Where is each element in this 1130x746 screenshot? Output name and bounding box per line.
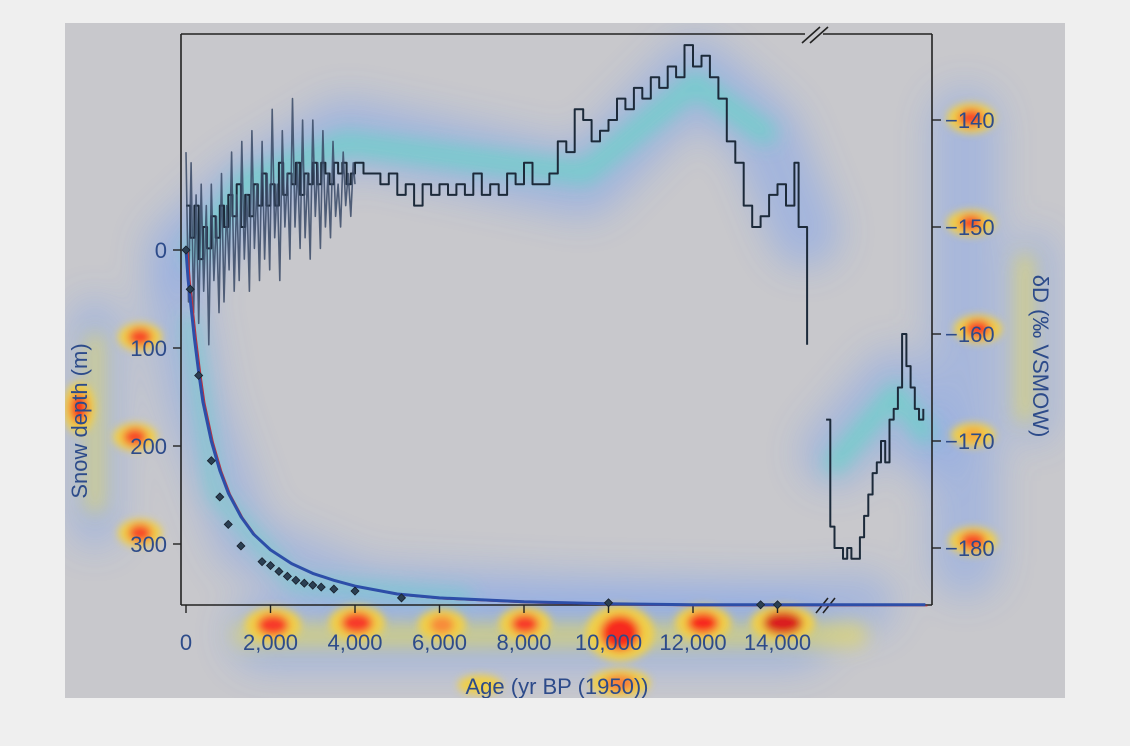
x-tick-label: 14,000 (744, 630, 811, 655)
x-tick-label: 2,000 (243, 630, 298, 655)
x-tick-label: 4,000 (327, 630, 382, 655)
axes-frame (180, 26, 933, 614)
x-axis-title: Age (yr BP (1950)) (465, 674, 648, 698)
depth-marker (316, 582, 326, 592)
left-tick-label: 300 (130, 532, 167, 557)
tick-labels: 0 2,000 4,000 6,000 8,000 10,000 12,000 14,000 0… (130, 108, 994, 655)
x-tick-label: 12,000 (659, 630, 726, 655)
depth-marker (215, 492, 225, 502)
right-axis-title: δD (‰ VSMOW) (1028, 275, 1053, 438)
left-tick-label: 200 (130, 434, 167, 459)
top-axis-break-mark (801, 26, 829, 44)
left-axis-title: Snow depth (m) (67, 343, 92, 498)
depth-marker (396, 593, 407, 603)
x-tick-label: 10,000 (575, 630, 642, 655)
right-tick-label: −180 (945, 536, 995, 561)
depth-marker (299, 578, 309, 588)
chart-svg: 0 2,000 4,000 6,000 8,000 10,000 12,000 14,000 0… (65, 26, 1055, 698)
tick-marks (173, 119, 941, 613)
x-tick-label: 0 (180, 630, 192, 655)
depth-marker (194, 370, 204, 381)
depth-marker (772, 600, 783, 610)
depth-marker (282, 571, 292, 581)
series-line-1 (826, 333, 925, 560)
depth-marker (257, 557, 267, 567)
series-line-3 (184, 249, 926, 607)
attention-heatmap-overlay (65, 38, 1055, 697)
depth-marker (206, 456, 216, 466)
depth-marker (308, 580, 318, 590)
depth-marker (185, 284, 195, 294)
depth-marker (223, 519, 233, 529)
right-tick-label: −140 (945, 108, 995, 133)
x-tick-label: 8,000 (496, 630, 551, 655)
left-tick-label: 100 (130, 336, 167, 361)
depth-marker (350, 586, 360, 596)
depth-marker (603, 598, 614, 608)
chart-figure: 0 2,000 4,000 6,000 8,000 10,000 12,000 14,000 0… (65, 23, 1065, 698)
right-tick-label: −150 (945, 215, 995, 240)
depth-marker (291, 575, 301, 585)
right-tick-label: −160 (945, 322, 995, 347)
depth-marker (756, 600, 766, 610)
depth-marker (329, 584, 339, 594)
depth-marker (265, 560, 276, 571)
x-tick-label: 6,000 (412, 630, 467, 655)
depth-marker (274, 566, 284, 577)
series-line-2 (185, 97, 356, 346)
left-tick-label: 0 (155, 238, 167, 263)
series-layer (181, 44, 928, 610)
right-tick-label: −170 (945, 429, 995, 454)
depth-marker (181, 245, 191, 255)
depth-marker (236, 541, 246, 551)
